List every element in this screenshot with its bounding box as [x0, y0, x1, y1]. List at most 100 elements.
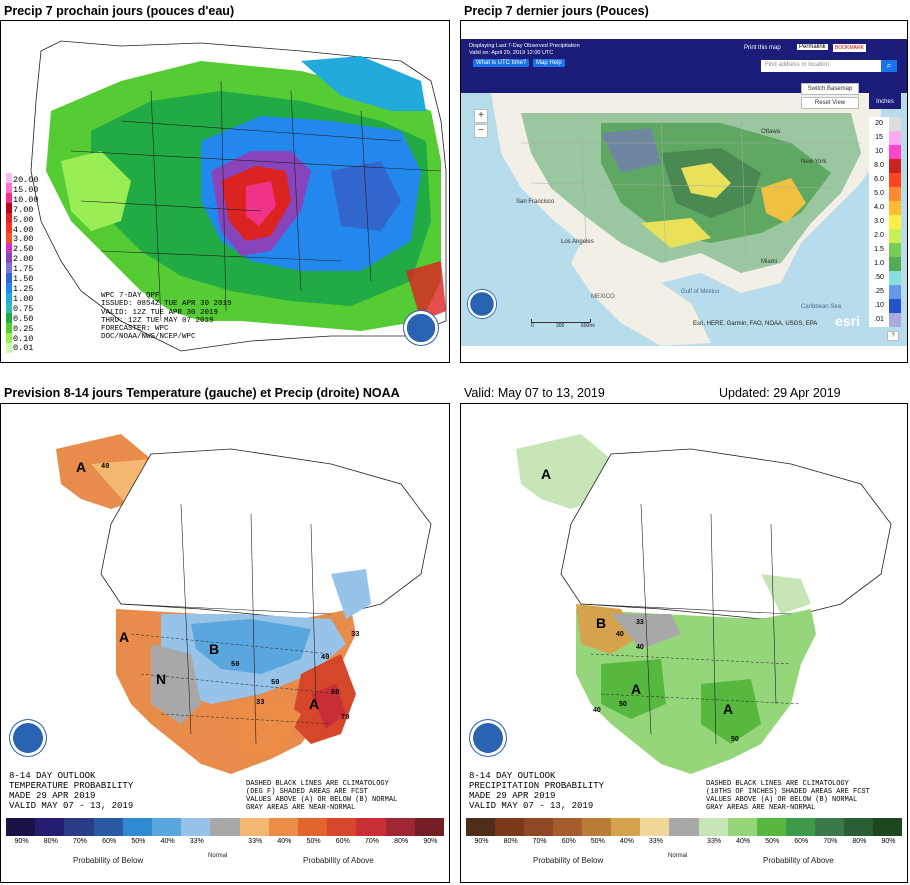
scale-swatch [466, 818, 496, 836]
reset-view-button[interactable]: Reset View [801, 97, 859, 109]
legend-value: .10 [869, 299, 889, 313]
legend-swatch [6, 293, 12, 303]
below-label: Probability of Below [73, 856, 144, 865]
legend-row: 2.0 [869, 229, 901, 243]
legend-row: 4.0 [869, 201, 901, 215]
help-button[interactable]: ? [887, 331, 899, 341]
scale-label: 60% [102, 838, 117, 845]
legend-row: 6.0 [869, 173, 901, 187]
legend-value: 3.00 [13, 234, 34, 245]
scale-swatch [181, 818, 211, 836]
legend-value: 10.00 [13, 194, 39, 205]
precip-outlook-caption: 8-14 DAY OUTLOOK PRECIPITATION PROBABILIT… [469, 771, 604, 811]
qpf-info-block: WPC 7-DAY QPF ISSUED: 0854Z TUE APR 30 20… [101, 292, 232, 342]
place-label: MEXICO [591, 294, 615, 300]
scale-label: 80% [394, 838, 409, 845]
legend-swatch [6, 213, 12, 223]
permalink-button[interactable]: Permalink [797, 44, 828, 50]
updated-label: Updated: 29 Apr 2019 [719, 386, 841, 400]
legend-swatch [6, 323, 12, 333]
scale-swatch [152, 818, 182, 836]
zoom-out-button[interactable]: − [474, 124, 488, 138]
legend-value: 1.0 [869, 257, 889, 271]
legend-swatch [6, 253, 12, 263]
legend-value: 1.00 [13, 293, 34, 304]
map-letter-above: A [723, 701, 733, 717]
contour-label: 40 [593, 707, 601, 714]
contour-label: 33 [256, 699, 264, 707]
note-line: VALUES ABOVE (A) OR BELOW (B) NORMAL [246, 796, 398, 804]
contour-label: 40 [321, 654, 329, 662]
panel-title-qpf: Precip 7 prochain jours (pouces d'eau) [4, 4, 235, 18]
above-label: Probability of Above [303, 856, 374, 865]
scale-label: 90% [881, 838, 896, 845]
scale-swatch [524, 818, 554, 836]
legend-swatch [6, 243, 12, 253]
map-help-button[interactable]: Map Help [533, 59, 565, 67]
legend-swatch [889, 215, 901, 229]
legend-value: 20.00 [13, 175, 39, 185]
legend-swatch [6, 333, 12, 343]
legend-row: 15 [869, 131, 901, 145]
legend-swatch [889, 159, 901, 173]
zoom-in-button[interactable]: + [474, 109, 488, 123]
contour-label: 50 [619, 701, 627, 708]
scale-label: 80% [43, 838, 58, 845]
legend-value: .50 [869, 271, 889, 285]
legend-value: 1.5 [869, 243, 889, 257]
precip-outlook-map: A B A A 40 33 40 50 40 50 [516, 434, 892, 774]
contour-label: 60 [331, 689, 339, 697]
scale-label: 90% [474, 838, 489, 845]
below-label: Probability of Below [533, 856, 604, 865]
scale-label: 33% [248, 838, 263, 845]
legend-value: 5.00 [13, 214, 34, 225]
scale-label: 70% [532, 838, 547, 845]
place-label: Los Angeles [561, 239, 594, 245]
observed-header-line2: Valid on: April 29, 2019 12:00 UTC [469, 50, 554, 56]
caption-line: 8-14 DAY OUTLOOK [9, 771, 96, 781]
map-letter-above: A [76, 459, 86, 475]
units-label: Inches [869, 81, 901, 109]
utc-time-button[interactable]: What is UTC time? [473, 59, 530, 67]
temp-probability-scale [6, 818, 445, 836]
contour-label: 40 [101, 463, 109, 471]
scale-label: 40% [619, 838, 634, 845]
location-search-input[interactable]: Find address or location [761, 60, 881, 72]
scale-swatch [122, 818, 153, 836]
place-label: Gulf of Mexico [681, 289, 720, 295]
legend-swatch [889, 285, 901, 299]
info-line: FORECASTER: WPC [101, 325, 169, 334]
esri-logo: esri [835, 313, 860, 329]
legend-value: .01 [869, 313, 889, 327]
scale-label: 80% [503, 838, 518, 845]
map-letter-above: A [309, 696, 319, 712]
legend-swatch [889, 173, 901, 187]
legend-swatch [889, 131, 901, 145]
normal-label: Normal [668, 853, 688, 859]
precip-probability-scale [466, 818, 903, 836]
temp-outlook-map: A A B N A 40 50 33 40 50 60 70 33 [56, 434, 432, 774]
info-line: VALID: 12Z TUE APR 30 2019 [101, 308, 219, 317]
bookmark-button[interactable]: BOOKMARK [833, 44, 866, 52]
switch-basemap-button[interactable]: Switch Basemap [801, 83, 859, 95]
legend-swatch [6, 263, 12, 273]
temp-outlook-panel: A A B N A 40 50 33 40 50 60 70 33 8-14 D… [0, 403, 450, 883]
noaa-logo-icon [403, 310, 439, 346]
map-letter-above: A [631, 681, 641, 697]
print-map-link[interactable]: Print this map [744, 45, 781, 51]
legend-row: 10 [869, 145, 901, 159]
legend-row: 5.0 [869, 187, 901, 201]
noaa-logo-icon [469, 719, 507, 757]
search-icon[interactable]: ⌕ [881, 60, 897, 72]
caption-line: VALID MAY 07 - 13, 2019 [9, 801, 134, 811]
place-label: Ottawa [761, 129, 781, 135]
qpf-map [30, 40, 447, 352]
temp-outlook-caption: 8-14 DAY OUTLOOK TEMPERATURE PROBABILITY M… [9, 771, 133, 811]
legend-value: 6.0 [869, 173, 889, 187]
legend-row: 1.0 [869, 257, 901, 271]
scale-label: 70% [364, 838, 379, 845]
panel-title-outlook: Prevision 8-14 jours Temperature (gauche… [4, 386, 400, 400]
place-label: Miami [761, 259, 777, 265]
scale-label: 70% [72, 838, 87, 845]
caption-line: PRECIPITATION PROBABILITY [469, 781, 605, 791]
